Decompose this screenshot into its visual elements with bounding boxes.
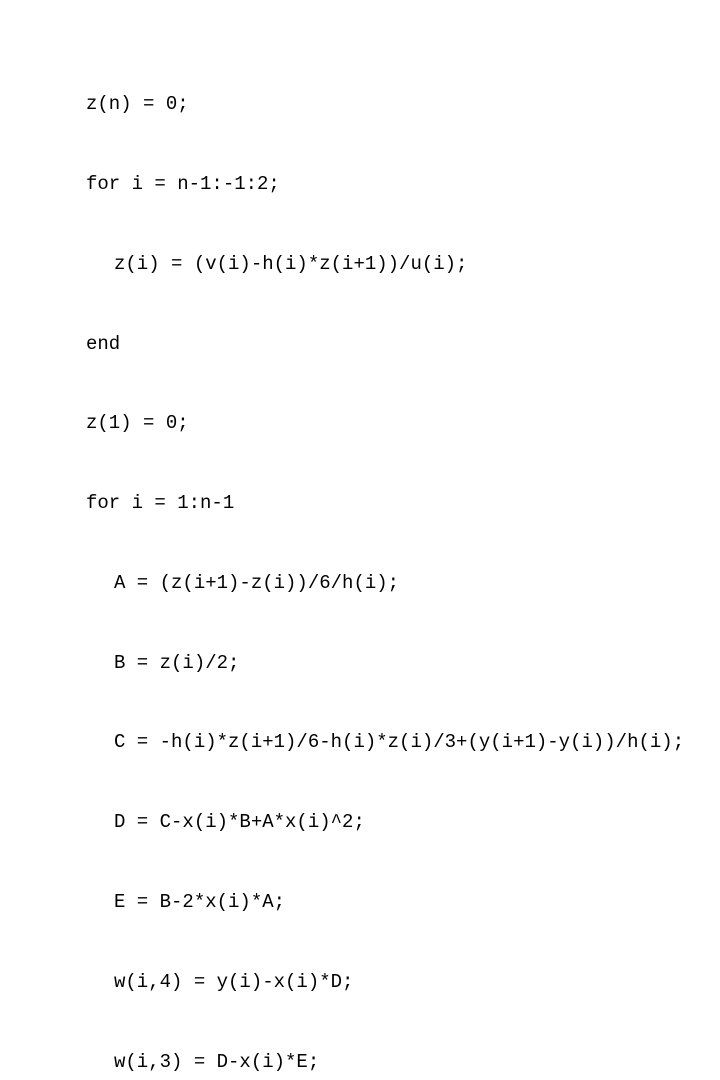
code-line: z(i) = (v(i)-h(i)*z(i+1))/u(i); — [30, 251, 720, 278]
code-line: for i = 1:n-1 — [30, 490, 720, 517]
code-line: z(1) = 0; — [30, 410, 720, 437]
code-line: C = -h(i)*z(i+1)/6-h(i)*z(i)/3+(y(i+1)-y… — [30, 729, 720, 756]
code-line: z(n) = 0; — [30, 91, 720, 118]
code-line: w(i,4) = y(i)-x(i)*D; — [30, 969, 720, 996]
code-line: end — [30, 331, 720, 358]
code-line: D = C-x(i)*B+A*x(i)^2; — [30, 809, 720, 836]
code-line: A = (z(i+1)-z(i))/6/h(i); — [30, 570, 720, 597]
code-block: z(n) = 0; for i = n-1:-1:2; z(i) = (v(i)… — [30, 38, 720, 1080]
code-line: w(i,3) = D-x(i)*E; — [30, 1049, 720, 1076]
code-line: B = z(i)/2; — [30, 650, 720, 677]
code-line: for i = n-1:-1:2; — [30, 171, 720, 198]
code-line: E = B-2*x(i)*A; — [30, 889, 720, 916]
